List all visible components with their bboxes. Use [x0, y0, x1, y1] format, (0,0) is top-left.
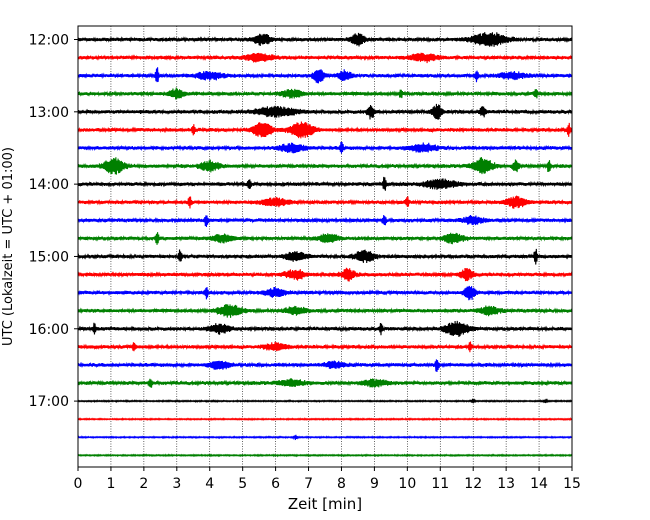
trace-line: [77, 248, 573, 265]
trace-line: [77, 176, 573, 191]
x-axis-label: Zeit [min]: [288, 495, 362, 513]
trace-line: [77, 32, 573, 47]
trace-line: [77, 103, 573, 120]
x-tick-label: 7: [304, 476, 313, 492]
x-axis: 0 1 2 3 4 5 6 7 8 9 10 11 12 13 14 15: [74, 467, 581, 492]
y-tick-label: 12:00: [29, 33, 69, 49]
x-tick-label: 14: [530, 476, 548, 492]
x-tick-label: 4: [205, 476, 214, 492]
grid-lines: [110, 26, 540, 467]
x-tick-label: 10: [398, 476, 416, 492]
trace-line: [77, 52, 573, 64]
trace-line: [77, 141, 573, 154]
trace-line: [77, 87, 573, 100]
y-tick-label: 13:00: [29, 105, 69, 121]
trace-line: [77, 320, 573, 337]
plot-frame: [77, 25, 573, 468]
y-axis-label: UTC (Lokalzeit = UTC + 01:00): [1, 147, 16, 346]
x-tick-label: 2: [139, 476, 148, 492]
x-tick-label: 9: [370, 476, 379, 492]
x-tick-label: 5: [238, 476, 247, 492]
trace-line: [77, 195, 573, 209]
x-tick-label: 1: [106, 476, 115, 492]
trace-line: [77, 267, 573, 282]
trace-line: [77, 285, 573, 301]
trace-line: [77, 214, 573, 227]
x-tick-label: 8: [337, 476, 346, 492]
trace-line: [77, 157, 573, 175]
y-tick-label: 16:00: [29, 322, 69, 338]
trace-line: [77, 304, 573, 318]
seismic-traces: [77, 32, 573, 458]
trace-line: [77, 121, 573, 139]
trace-line: [77, 434, 573, 441]
y-tick-label: 17:00: [29, 394, 69, 410]
y-tick-label: 14:00: [29, 177, 69, 193]
y-axis: 12:00 13:00 14:00 15:00 16:00 17:00: [29, 33, 78, 410]
x-tick-label: 6: [271, 476, 280, 492]
trace-line: [77, 417, 573, 422]
x-tick-label: 13: [497, 476, 515, 492]
trace-line: [77, 67, 573, 84]
trace-line: [77, 232, 573, 245]
trace-line: [77, 341, 573, 353]
trace-line: [77, 453, 573, 458]
x-tick-label: 0: [74, 476, 83, 492]
plot-area: [78, 26, 572, 467]
trace-line: [77, 378, 573, 388]
y-tick-label: 15:00: [29, 249, 69, 265]
x-tick-label: 11: [431, 476, 449, 492]
x-tick-label: 15: [563, 476, 581, 492]
trace-line: [77, 398, 573, 404]
x-tick-label: 3: [172, 476, 181, 492]
x-tick-label: 12: [464, 476, 482, 492]
trace-line: [77, 359, 573, 372]
